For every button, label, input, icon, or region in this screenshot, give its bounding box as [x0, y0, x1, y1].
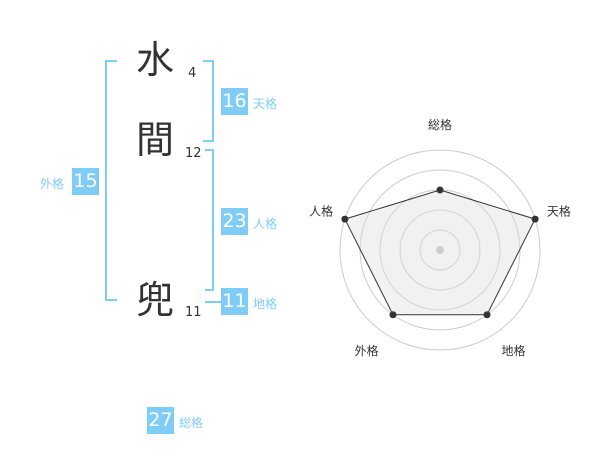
chikaku-connector [205, 301, 221, 303]
jinkaku-label: 人格 [253, 217, 278, 231]
radar-axis-label: 天格 [547, 203, 571, 218]
name-char-2: 間 [135, 118, 174, 162]
radar-point [531, 215, 539, 223]
tenkaku-label: 天格 [253, 97, 278, 111]
radar-ring [339, 149, 541, 351]
radar-point [483, 311, 491, 319]
tenkaku-value: 16 [221, 88, 248, 115]
gaikaku-value: 15 [72, 168, 99, 195]
radar-point [341, 215, 349, 223]
stroke-count-3: 11 [185, 305, 202, 320]
soukaku-label: 総格 [179, 416, 204, 430]
name-char-1: 水 [135, 38, 174, 82]
radar-ring [399, 209, 481, 291]
gaikaku-bracket [105, 60, 117, 301]
gaikaku-label: 外格 [40, 177, 65, 191]
stroke-count-2: 12 [185, 146, 202, 161]
radar-point [389, 311, 397, 319]
jinkaku-bracket [205, 149, 214, 291]
chikaku-value: 11 [221, 288, 248, 315]
radar-center [436, 246, 444, 254]
radar-axis-label: 総格 [428, 117, 452, 132]
soukaku-value: 27 [147, 407, 174, 434]
radar-axis-label: 地格 [501, 343, 525, 358]
chikaku-label: 地格 [253, 297, 278, 311]
name-char-3: 兜 [135, 278, 174, 322]
tenkaku-bracket [203, 60, 214, 142]
jinkaku-value: 23 [221, 208, 248, 235]
radar-axis-label: 人格 [309, 203, 333, 218]
radar-point [436, 186, 444, 194]
stroke-count-1: 4 [188, 66, 197, 81]
radar-axis-label: 外格 [355, 343, 379, 358]
radar-ring [419, 229, 461, 271]
